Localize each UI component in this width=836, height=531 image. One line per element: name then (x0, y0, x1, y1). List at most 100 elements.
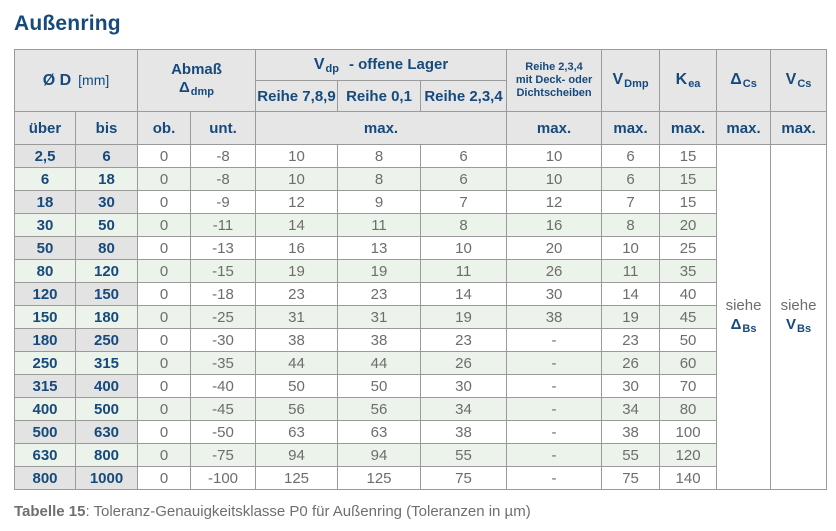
cell-vdmp: 11 (601, 259, 661, 283)
cell-ob: 0 (137, 466, 191, 490)
cell-ob: 0 (137, 144, 191, 168)
cell-r789: 14 (255, 213, 338, 237)
cell-r234: 7 (419, 190, 508, 214)
cell-r234: 75 (419, 466, 508, 490)
cell-kea: 120 (659, 443, 718, 467)
cell-kea: 25 (659, 236, 718, 260)
table-caption: Tabelle 15: Toleranz-Genauigkeitsklasse … (14, 503, 822, 520)
cell-vdmp: 6 (601, 144, 661, 168)
cell-vdmp: 34 (601, 397, 661, 421)
table-row: 50 80 0 -13 16 13 10 20 10 25 (14, 236, 827, 260)
cell-deck: - (506, 351, 603, 375)
cell-bis: 250 (75, 328, 138, 352)
col-header-max-vcs: max. (770, 111, 828, 145)
cell-ob: 0 (137, 167, 191, 191)
cell-r01: 23 (337, 282, 421, 306)
cell-r01: 94 (337, 443, 421, 467)
cell-r789: 38 (255, 328, 338, 352)
cell-vdmp: 19 (601, 305, 661, 329)
diameter-symbol: Ø D (42, 71, 72, 89)
cell-bis: 180 (75, 305, 138, 329)
cell-ob: 0 (137, 282, 191, 306)
table-row: 630 800 0 -75 94 94 55-55 120 (14, 443, 827, 467)
col-header-max-kea: max. (659, 111, 718, 145)
cell-vdmp: 10 (601, 236, 661, 260)
cell-r01: 8 (337, 144, 421, 168)
cell-kea: 15 (659, 190, 718, 214)
col-header-reihe234: Reihe 2,3,4 (419, 80, 508, 112)
cell-uber: 630 (14, 443, 76, 467)
cell-r234: 23 (419, 328, 508, 352)
cell-bis: 500 (75, 397, 138, 421)
cell-ob: 0 (137, 190, 191, 214)
cell-r01: 38 (337, 328, 421, 352)
cell-r789: 12 (255, 190, 338, 214)
cell-unt: -40 (190, 374, 256, 398)
cell-r234: 55 (419, 443, 508, 467)
cell-deck: 16 (506, 213, 603, 237)
cell-r234: 19 (419, 305, 508, 329)
header-row-3: über bis ob. unt. max. max. max. max. ma… (14, 111, 828, 145)
cell-uber: 50 (14, 236, 76, 260)
cell-r01: 13 (337, 236, 421, 260)
cell-deck: - (506, 443, 603, 467)
cell-uber: 500 (14, 420, 76, 444)
table-row: 500 630 0 -50 63 63 38-38 100 (14, 420, 827, 444)
cell-kea: 80 (659, 397, 718, 421)
cell-uber: 6 (14, 167, 76, 191)
cell-bis: 630 (75, 420, 138, 444)
cell-bis: 150 (75, 282, 138, 306)
caption-text: : Toleranz-Genauigkeitsklasse P0 für Auß… (85, 503, 531, 520)
cell-bis: 120 (75, 259, 138, 283)
col-header-reihe789: Reihe 7,8,9 (255, 80, 338, 112)
abmass-label: Abmaß (171, 60, 222, 78)
cell-ob: 0 (137, 259, 191, 283)
table-row: 800 1000 0 -100 125 125 75-75 140 (14, 466, 827, 490)
cell-r234: 34 (419, 397, 508, 421)
cell-r789: 31 (255, 305, 338, 329)
cell-vdmp: 38 (601, 420, 661, 444)
cell-ob: 0 (137, 443, 191, 467)
cell-unt: -100 (190, 466, 256, 490)
col-header-vdp-group: Vdp - offene Lager (254, 49, 508, 81)
cell-kea: 35 (659, 259, 718, 283)
cell-kea: 20 (659, 213, 718, 237)
col-header-max-deck: max. (506, 111, 603, 145)
cell-uber: 800 (14, 466, 76, 490)
cell-ob: 0 (137, 351, 191, 375)
cell-vdmp: 7 (601, 190, 661, 214)
cell-r789: 50 (255, 374, 338, 398)
cell-r789: 44 (255, 351, 338, 375)
col-header-diameter: Ø D [mm] (14, 49, 138, 112)
cell-r789: 23 (255, 282, 338, 306)
cell-r234: 6 (419, 167, 508, 191)
see-delta-bs-cell: siehe ΔBs (716, 144, 772, 490)
cell-ob: 0 (137, 213, 191, 237)
header-row-2: Reihe 7,8,9 Reihe 0,1 Reihe 2,3,4 (15, 80, 827, 112)
cell-unt: -30 (190, 328, 256, 352)
col-header-deck-dicht: Reihe 2,3,4 mit Deck- oder Dichtscheiben (506, 49, 603, 112)
cell-vdmp: 30 (601, 374, 661, 398)
diameter-unit: [mm] (78, 71, 110, 88)
col-header-max-dcs: max. (716, 111, 772, 145)
cell-unt: -13 (190, 236, 256, 260)
cell-uber: 400 (14, 397, 76, 421)
table-row: 180 250 0 -30 38 38 23-23 50 (14, 328, 827, 352)
cell-ob: 0 (137, 397, 191, 421)
cell-unt: -75 (190, 443, 256, 467)
cell-r01: 19 (337, 259, 421, 283)
cell-r789: 16 (255, 236, 338, 260)
table-row: 2,5 6 0 -8 10 8 6 10 6 15 siehe ΔBs siehe VBs (14, 144, 828, 490)
cell-ob: 0 (137, 420, 191, 444)
table-row: 400 500 0 -45 56 56 34-34 80 (14, 397, 827, 421)
cell-deck: 26 (506, 259, 603, 283)
cell-bis: 50 (75, 213, 138, 237)
cell-vdmp: 75 (601, 466, 661, 490)
col-header-reihe01: Reihe 0,1 (337, 80, 421, 112)
cell-r234: 38 (419, 420, 508, 444)
table-row: 18 30 0 -9 12 9 7 12 7 15 (14, 190, 827, 214)
table-body: 2,5 6 0 -8 10 8 6 10 6 15 siehe ΔBs siehe VBs 6 18 0 -8 10… (14, 144, 828, 490)
table-row: 250 315 0 -35 44 44 26-26 60 (14, 351, 827, 375)
cell-r01: 9 (337, 190, 421, 214)
col-header-delta-cs: ΔCs (716, 49, 772, 112)
